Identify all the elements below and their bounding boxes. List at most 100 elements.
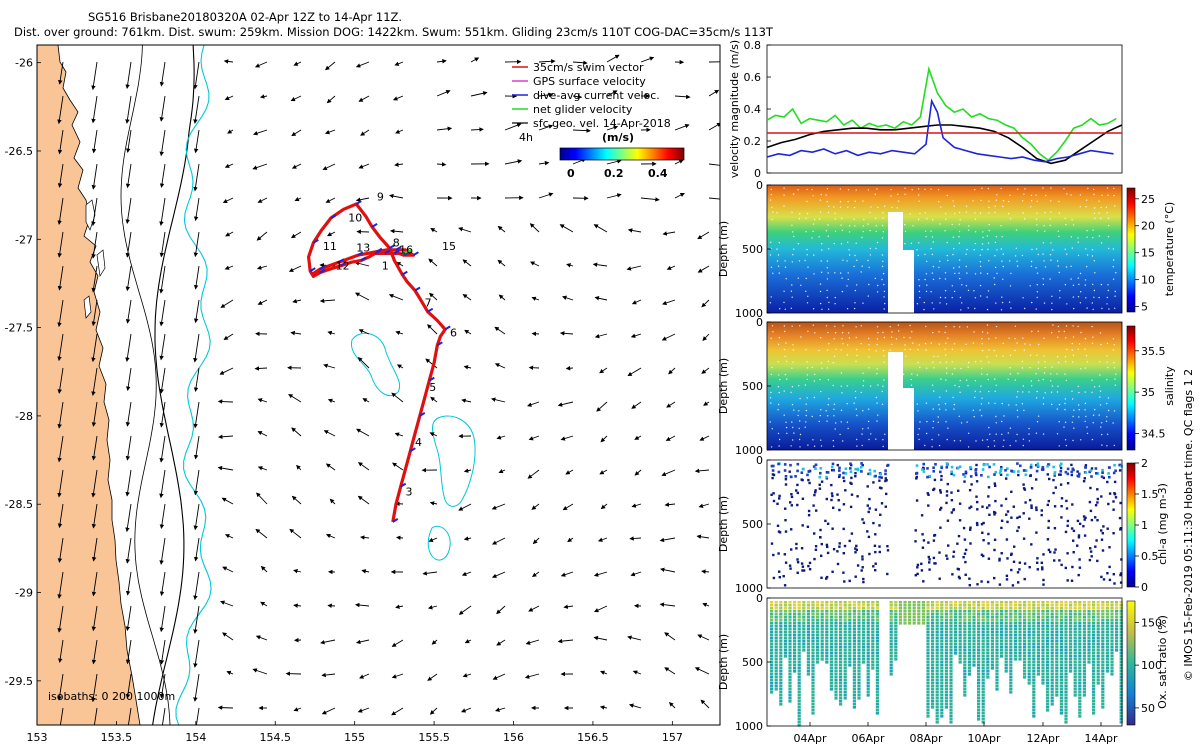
oxygen-sample [797,685,801,688]
oxygen-sample [797,667,801,670]
current-arrow [694,468,710,474]
oxygen-sample [1105,646,1109,649]
current-arrow [391,639,404,647]
map-x-tick-label: 155.5 [418,731,450,744]
sample-dot [1000,248,1002,250]
oxygen-sample [1023,610,1027,613]
oxygen-sample [949,706,953,709]
oxygen-sample [852,628,856,631]
oxygen-sample [926,667,930,670]
oxygen-sample [1101,652,1105,655]
oxygen-sample [848,622,852,625]
oxygen-sample [944,619,948,622]
oxygen-sample [926,607,930,610]
oxygen-sample [995,661,999,664]
oxygen-sample [871,604,875,607]
oxygen-sample [1069,604,1073,607]
sample-dot [813,396,816,399]
oxygen-sample [871,628,875,631]
oxygen-sample [802,601,806,604]
oxygen-sample [825,601,829,604]
oxygen-sample [811,691,815,694]
oxygen-sample [1041,670,1045,673]
oxygen-sample [1096,661,1100,664]
oxygen-sample [1059,694,1063,697]
oxygen-sample [774,670,778,673]
chla-sample [958,502,962,505]
oxygen-sample [788,631,792,634]
current-arrow [428,537,438,542]
oxygen-sample [986,670,990,673]
oxygen-sample [829,664,833,667]
oxygen-sample [926,601,930,604]
oxygen-sample [967,664,971,667]
current-arrow [91,605,98,632]
sample-dot [792,231,794,233]
oxygen-sample [811,625,815,628]
sample-dot [1001,433,1003,435]
oxygen-sample [1013,634,1017,637]
oxygen-sample [949,622,953,625]
current-arrow [57,537,64,563]
sample-dot [827,272,829,274]
oxygen-sample [908,604,912,607]
oxygen-sample [1059,640,1063,643]
oxygen-sample [834,628,838,631]
chla-sample [988,513,991,516]
sample-dot [1035,397,1038,399]
oxygen-sample [774,604,778,607]
oxygen-sample [931,613,935,616]
oxygen-sample [802,607,806,610]
oxygen-sample [1004,667,1008,670]
sample-dot [902,373,905,375]
oxygen-sample [779,637,783,640]
sample-dot [1100,283,1103,286]
sample-dot [905,355,907,357]
sample-dot [1100,206,1102,209]
colorbar-tick-label: 50 [1141,702,1155,715]
oxygen-sample [981,646,985,649]
chla-sample [788,564,792,567]
oxygen-sample [1018,640,1022,643]
sample-dot [805,277,807,280]
chla-sample [1046,503,1049,507]
chla-sample [784,475,788,478]
chla-sample [987,475,990,479]
oxygen-sample [949,601,953,604]
sample-dot [1093,260,1096,262]
oxygen-sample [1046,676,1050,679]
oxygen-sample [825,646,829,649]
oxygen-sample [788,679,792,682]
current-arrow [357,707,370,713]
oxygen-sample [816,619,820,622]
sample-dot [897,324,900,326]
oxygen-sample [908,613,912,616]
oxygen-sample [770,637,774,640]
chla-sample [945,501,948,505]
oxygen-sample [779,622,783,625]
chla-sample [782,575,785,578]
sample-dot [968,432,970,434]
sample-dot [1051,308,1053,311]
sample-dot [944,403,947,405]
oxygen-sample [857,607,861,610]
sample-dot [882,217,884,219]
chla-sample [824,519,827,523]
oxygen-sample [770,610,774,613]
oxygen-sample [779,664,783,667]
chla-sample [1047,519,1050,523]
oxygen-sample [1078,607,1082,610]
current-arrow [57,605,64,633]
sample-dot [1023,307,1026,310]
sample-dot [834,230,837,232]
oxygen-sample [1082,640,1086,643]
current-arrow [529,261,540,267]
oxygen-sample [816,637,820,640]
chla-sample [974,469,977,472]
current-arrow [627,635,642,641]
oxygen-sample [949,652,953,655]
chla-sample [1036,464,1040,467]
sample-dot [1107,194,1109,196]
oxygen-sample [1004,622,1008,625]
